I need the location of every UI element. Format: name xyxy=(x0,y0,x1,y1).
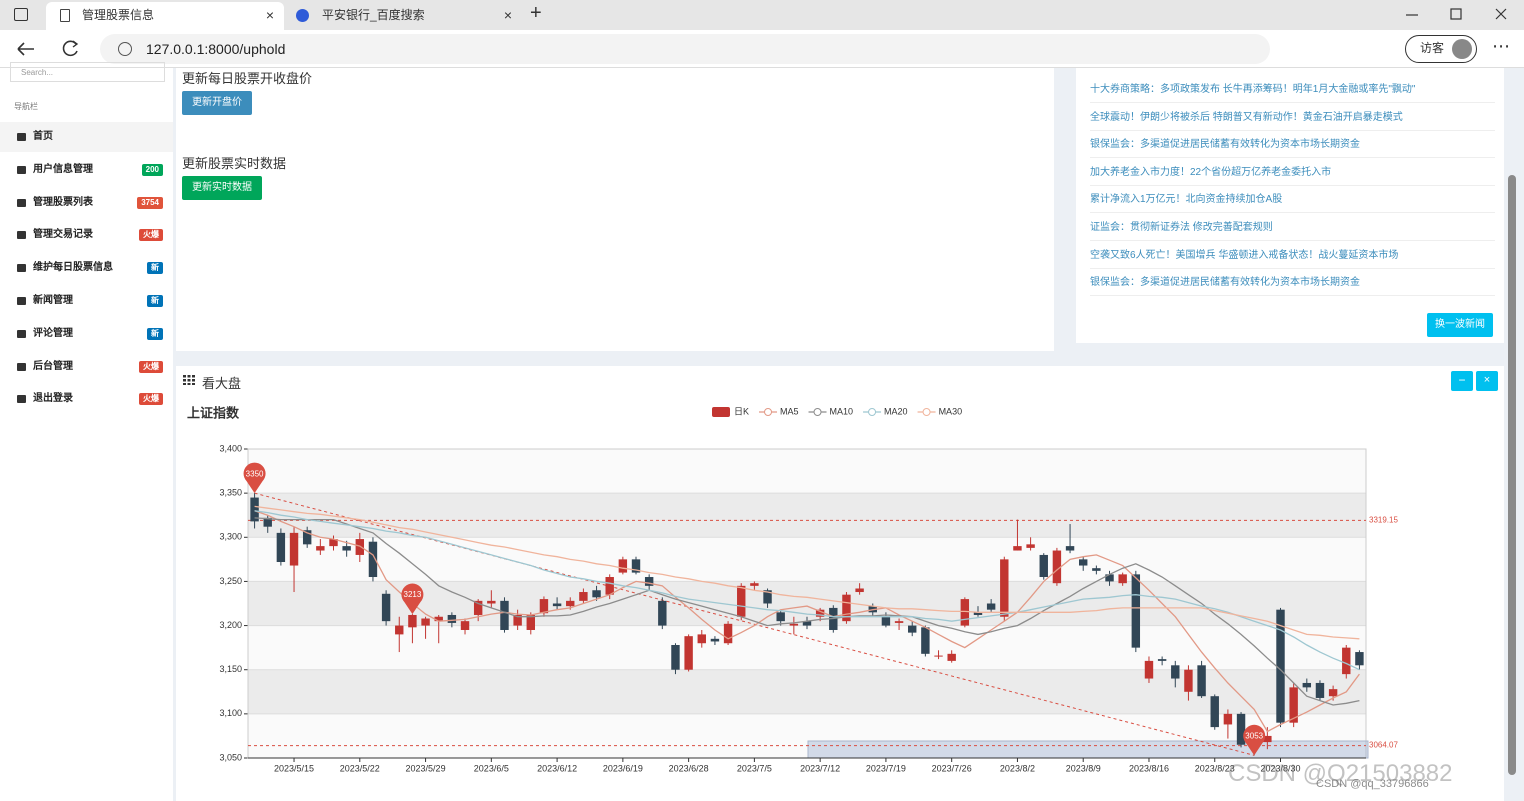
news-link[interactable]: 累计净流入1万亿元！北向资金持续加仓A股 xyxy=(1090,186,1495,214)
refresh-news-button[interactable]: 换一波新闻 xyxy=(1427,313,1493,337)
sidebar: Search... 导航栏 首页用户信息管理 200 管理股票列表 3754 管理交易记… xyxy=(0,62,173,801)
nav-icon xyxy=(17,395,26,404)
nav-buttons[interactable] xyxy=(12,38,87,60)
search-placeholder: Search... xyxy=(21,68,54,77)
tab-title: 平安银行_百度搜索 xyxy=(322,8,425,22)
search-box[interactable]: Search... xyxy=(10,62,165,82)
news-link[interactable]: 银保监会：多渠道促进居民储蓄有效转化为资本市场长期资金 xyxy=(1090,131,1495,159)
profile-button[interactable]: 访客 xyxy=(1405,35,1477,63)
nav-label: 管理交易记录 xyxy=(33,229,93,241)
news-link[interactable]: 十大券商策略：多项政策发布 长牛再添筹码！明年1月大金融或率先"飘动" xyxy=(1090,76,1495,103)
grid-icon xyxy=(183,375,195,385)
news-link[interactable]: 证监会：贯彻新证券法 修改完善配套规则 xyxy=(1090,214,1495,241)
section-title: 更新每日股票开收盘价 xyxy=(182,71,313,86)
news-panel: 十大券商策略：多项政策发布 长牛再添筹码！明年1月大金融或率先"飘动" 全球震动！… xyxy=(1076,68,1504,343)
action-button[interactable]: 更新开盘价 xyxy=(182,91,252,115)
nav-item[interactable]: 管理股票列表 3754 xyxy=(0,188,173,218)
nav-icon xyxy=(17,297,26,305)
tab-icon xyxy=(296,9,309,22)
nav-label: 后台管理 xyxy=(33,360,73,372)
nav-icon xyxy=(17,329,26,338)
nav-label: 退出登录 xyxy=(33,393,73,405)
nav-icon xyxy=(17,133,26,141)
nav-badge: 火爆 xyxy=(139,229,163,242)
url-field[interactable]: 127.0.0.1:8000/uphold xyxy=(100,34,1270,64)
nav-label: 首页 xyxy=(33,131,53,142)
nav-icon xyxy=(17,362,26,371)
tab-close[interactable]: × xyxy=(265,7,274,23)
avatar xyxy=(1452,39,1472,59)
nav-badge: 新 xyxy=(147,295,163,307)
tab-close[interactable]: × xyxy=(503,7,512,23)
nav-icon xyxy=(17,165,26,174)
nav-badge: 新 xyxy=(147,327,163,340)
scrollbar[interactable] xyxy=(1508,175,1516,775)
nav-heading: 导航栏 xyxy=(14,102,38,111)
address-bar: 127.0.0.1:8000/uphold 访客 ⋯ xyxy=(0,30,1524,68)
collapse-button[interactable]: − xyxy=(1451,371,1473,391)
tab[interactable]: 管理股票信息 × xyxy=(46,2,284,30)
nav-label: 用户信息管理 xyxy=(33,163,93,175)
watermark-small: CSDN @qq_33796866 xyxy=(1316,778,1429,790)
new-tab[interactable]: + xyxy=(530,2,542,24)
nav-badge: 3754 xyxy=(137,196,163,209)
news-link[interactable]: 全球震动！伊朗少将被杀后 特朗普又有新动作！黄金石油开启暴走模式 xyxy=(1090,104,1495,131)
nav-label: 维护每日股票信息 xyxy=(33,262,113,274)
market-panel: 看大盘 − × xyxy=(176,366,1504,801)
info-icon xyxy=(118,42,132,56)
update-panel: 更新每日股票开收盘价 更新股票实时数据 更新开盘价更新实时数据 xyxy=(176,68,1054,351)
nav-item[interactable]: 维护每日股票信息 新 xyxy=(0,253,173,283)
window-controls[interactable] xyxy=(1400,0,1524,30)
remove-button[interactable]: × xyxy=(1476,371,1498,391)
nav-badge: 200 xyxy=(141,163,163,176)
section-title: 更新股票实时数据 xyxy=(182,156,287,171)
nav-label: 评论管理 xyxy=(33,327,73,339)
nav-item[interactable]: 退出登录 火爆 xyxy=(0,384,173,414)
nav-icon xyxy=(17,231,26,240)
nav-item[interactable]: 评论管理 新 xyxy=(0,319,173,349)
profile-label: 访客 xyxy=(1420,41,1445,55)
url-text: 127.0.0.1:8000/uphold xyxy=(146,41,286,57)
tab-title: 管理股票信息 xyxy=(82,8,155,22)
tab-bar: 管理股票信息 × 平安银行_百度搜索 × + xyxy=(0,0,1524,30)
watermark: CSDN @Q21503882 xyxy=(1228,760,1453,787)
nav-item[interactable]: 用户信息管理 200 xyxy=(0,155,173,185)
nav-label: 管理股票列表 xyxy=(33,196,93,208)
panel-title: 看大盘 xyxy=(202,376,242,391)
news-link[interactable]: 加大养老金入市力度！22个省份超万亿养老金委托入市 xyxy=(1090,159,1495,186)
tab-icon xyxy=(60,9,70,22)
menu-button[interactable]: ⋯ xyxy=(1492,36,1510,56)
nav-item[interactable]: 管理交易记录 火爆 xyxy=(0,220,173,250)
nav-item[interactable]: 新闻管理 新 xyxy=(0,286,173,316)
news-link[interactable]: 空袭又致6人死亡！美国增兵 华盛顿进入戒备状态！战火蔓延资本市场 xyxy=(1090,242,1495,269)
action-button[interactable]: 更新实时数据 xyxy=(182,176,262,200)
nav-badge: 火爆 xyxy=(139,393,163,406)
nav-label: 新闻管理 xyxy=(33,295,73,306)
nav-icon xyxy=(17,264,26,273)
nav-item[interactable]: 首页 xyxy=(0,122,173,152)
nav-badge: 火爆 xyxy=(139,360,163,373)
tab-actions-icon[interactable] xyxy=(14,8,28,21)
tab[interactable]: 平安银行_百度搜索 × xyxy=(286,2,520,30)
nav-item[interactable]: 后台管理 火爆 xyxy=(0,352,173,382)
nav-icon xyxy=(17,198,26,207)
nav-badge: 新 xyxy=(147,262,163,275)
news-link[interactable]: 银保监会：多渠道促进居民储蓄有效转化为资本市场长期资金 xyxy=(1090,269,1495,297)
